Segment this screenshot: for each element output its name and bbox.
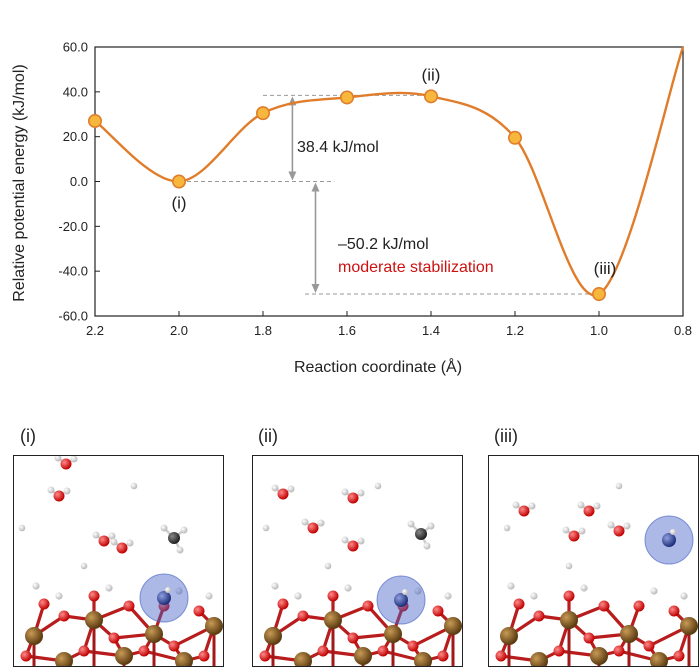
panel-label-iii: (iii) [494,426,518,446]
data-point [339,90,354,105]
data-markers [88,89,606,302]
snapshot-panel-ii [252,455,463,667]
panel-label-i: (i) [20,426,36,446]
x-tick-label: 2.2 [86,323,104,338]
barrier-annotation: 38.4 kJ/mol [297,139,379,156]
y-tick-label: 40.0 [63,84,88,99]
barrier-arrow [288,96,297,181]
y-tick-label: -60.0 [58,309,88,324]
stabilization-note-annotation: moderate stabilization [338,259,494,276]
snapshot-panel-iii [488,455,699,667]
y-tick-label: -40.0 [58,264,88,279]
data-point [591,287,606,302]
panel-label-ii: (ii) [258,426,278,446]
point-label: (ii) [422,65,441,84]
stabilization-arrow [311,182,320,294]
reference-lines [187,94,591,295]
point-labels: (i) (ii) (iii) [171,65,616,278]
y-tick-label: -20.0 [58,219,88,234]
stabilization-value-annotation: –50.2 kJ/mol [338,236,429,253]
data-point [423,89,438,104]
data-point [507,130,522,145]
data-point [255,106,270,121]
y-axis-title: Relative potential energy (kJ/mol) [11,64,28,301]
x-tick-label: 1.4 [422,323,440,338]
x-tick-label: 1.6 [338,323,356,338]
x-axis-title: Reaction coordinate (Å) [294,357,462,376]
point-label: (i) [171,194,186,213]
y-tick-label: 0.0 [70,174,88,189]
energy-profile-chart: 2.2 2.0 1.8 1.6 1.4 1.2 1.0 0.8 60.0 40.0 20.0 0.0 -… [11,40,692,377]
x-tick-label: 1.8 [254,323,272,338]
data-point [172,174,187,189]
molecule-illustration-iii [495,482,698,666]
point-label: (iii) [594,259,617,278]
x-tick-label: 1.2 [506,323,524,338]
y-tick-label: 20.0 [63,129,88,144]
energy-curve [94,46,685,297]
snapshot-panel-i [13,455,224,667]
molecule-illustration-i [18,456,223,666]
axes: 2.2 2.0 1.8 1.6 1.4 1.2 1.0 0.8 60.0 40.0 20.0 0.0 -… [58,40,692,339]
x-tick-label: 0.8 [674,323,692,338]
molecule-illustration-ii [259,482,462,666]
data-point [88,113,103,128]
x-tick-label: 2.0 [170,323,188,338]
x-tick-label: 1.0 [590,323,608,338]
y-tick-label: 60.0 [63,40,88,55]
